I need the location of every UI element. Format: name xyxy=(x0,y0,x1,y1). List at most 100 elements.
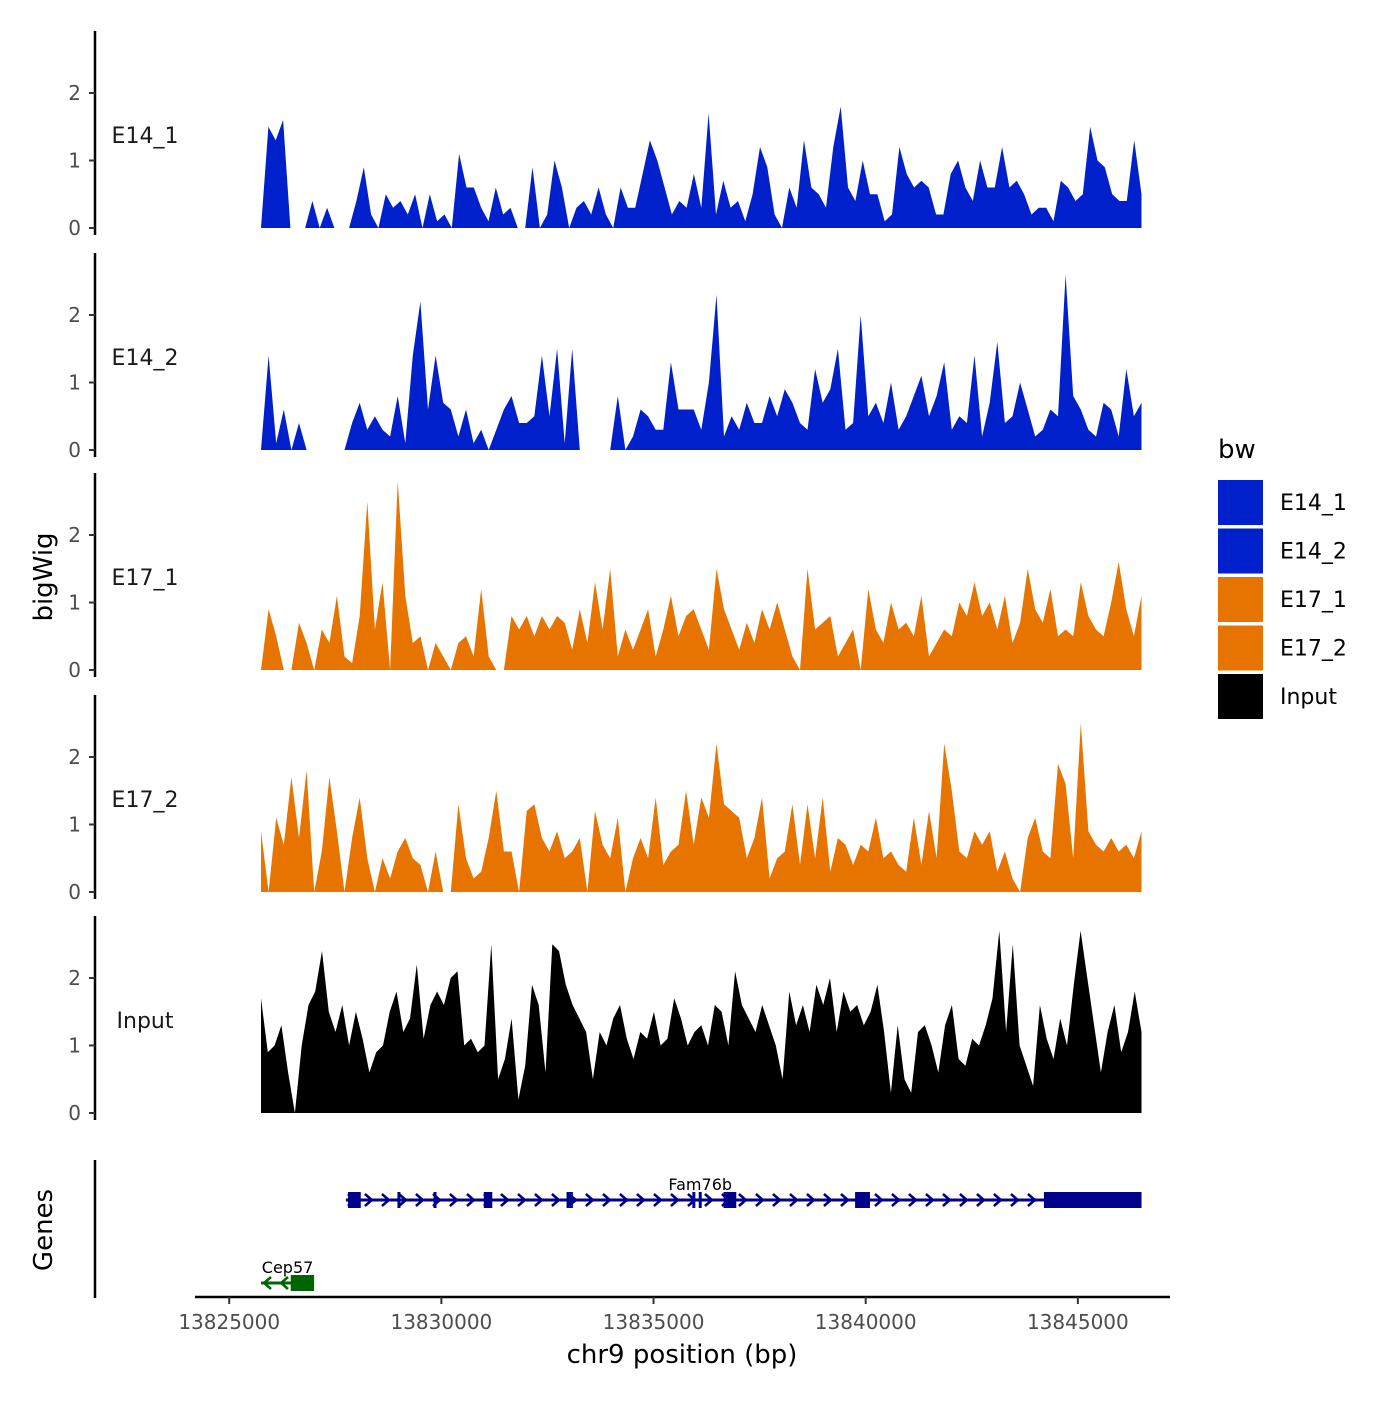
y-tick-label: 2 xyxy=(68,303,81,327)
gene-label: Fam76b xyxy=(668,1175,732,1194)
legend-label: E14_2 xyxy=(1280,540,1347,565)
track-label: E17_1 xyxy=(112,566,179,591)
strand-arrow xyxy=(942,1193,952,1207)
track-e17-1: 0 1 2 E17_1 xyxy=(68,473,1142,682)
strand-arrow xyxy=(466,1193,476,1207)
gene-exon xyxy=(348,1192,361,1208)
gene-small-exon xyxy=(397,1192,401,1208)
signal-area-e17-1 xyxy=(261,481,1142,670)
y-tick-label: 0 xyxy=(68,658,81,682)
x-axis: 13825000 13830000 13835000 13840000 13845000 xyxy=(178,1295,1170,1334)
strand-arrow xyxy=(840,1193,850,1207)
strand-arrow xyxy=(1027,1193,1037,1207)
strand-arrow xyxy=(755,1193,765,1207)
x-tick-label: 13845000 xyxy=(1027,1310,1129,1334)
gene-label: Cep57 xyxy=(262,1258,314,1277)
legend-label: E17_2 xyxy=(1280,637,1347,662)
y-tick-label: 2 xyxy=(68,81,81,105)
strand-arrow xyxy=(619,1193,629,1207)
strand-arrow xyxy=(823,1193,833,1207)
x-tick-label: 13840000 xyxy=(815,1310,917,1334)
gene-small-exon xyxy=(698,1192,702,1208)
strand-arrow xyxy=(874,1193,884,1207)
gene-exon xyxy=(855,1192,870,1208)
legend-label: E17_1 xyxy=(1280,588,1347,613)
strand-arrow xyxy=(925,1193,935,1207)
legend-swatch xyxy=(1218,577,1263,622)
strand-arrow xyxy=(449,1193,459,1207)
gene-exon xyxy=(290,1275,315,1291)
strand-arrow xyxy=(772,1193,782,1207)
y-tick-label: 2 xyxy=(68,523,81,547)
track-label: E17_2 xyxy=(112,788,179,813)
y-axis-title: bigWig xyxy=(29,532,59,621)
legend-swatch xyxy=(1218,674,1263,719)
x-tick-label: 13825000 xyxy=(178,1310,280,1334)
strand-arrow xyxy=(891,1193,901,1207)
strand-arrow xyxy=(279,1276,289,1290)
signal-area-input xyxy=(261,930,1142,1113)
strand-arrow xyxy=(789,1193,799,1207)
strand-arrow xyxy=(976,1193,986,1207)
strand-arrow xyxy=(364,1193,374,1207)
strand-arrow xyxy=(959,1193,969,1207)
y-tick-label: 1 xyxy=(68,813,81,837)
legend: bw E14_1 E14_2 E17_1 E17_2 Input xyxy=(1218,435,1347,719)
strand-arrow xyxy=(993,1193,1003,1207)
strand-arrow xyxy=(534,1193,544,1207)
strand-arrow xyxy=(398,1193,408,1207)
x-tick-label: 13830000 xyxy=(390,1310,492,1334)
signal-area-e17-2 xyxy=(261,723,1142,892)
gene-exon xyxy=(1043,1192,1142,1208)
y-tick-label: 1 xyxy=(68,149,81,173)
legend-swatch xyxy=(1218,480,1263,525)
y-tick-label: 2 xyxy=(68,745,81,769)
track-label: E14_1 xyxy=(112,124,179,149)
gene-cep57: Cep57 xyxy=(261,1258,315,1291)
strand-arrow xyxy=(262,1276,272,1290)
strand-arrow xyxy=(738,1193,748,1207)
strand-arrow xyxy=(500,1193,510,1207)
y-tick-label: 1 xyxy=(68,371,81,395)
track-e14-1: 0 1 2 E14_1 xyxy=(68,31,1142,240)
legend-label: E14_1 xyxy=(1280,491,1347,516)
track-e17-2: 0 1 2 E17_2 xyxy=(68,695,1142,904)
strand-arrow xyxy=(517,1193,527,1207)
track-input: 0 1 2 Input xyxy=(68,916,1142,1125)
legend-swatch xyxy=(1218,528,1263,574)
y-tick-label: 0 xyxy=(68,438,81,462)
strand-arrow xyxy=(653,1193,663,1207)
y-tick-label: 0 xyxy=(68,216,81,240)
gene-small-exon xyxy=(692,1192,696,1208)
y-tick-label: 0 xyxy=(68,880,81,904)
y-tick-label: 0 xyxy=(68,1101,81,1125)
strand-arrow xyxy=(670,1193,680,1207)
y-tick-label: 1 xyxy=(68,1034,81,1058)
gene-exon xyxy=(483,1192,493,1208)
strand-arrow xyxy=(381,1193,391,1207)
gene-panel: Fam76b Cep57 xyxy=(93,1160,1142,1298)
legend-swatch xyxy=(1218,625,1263,671)
legend-title: bw xyxy=(1218,435,1256,465)
strand-arrow xyxy=(585,1193,595,1207)
gene-small-exon xyxy=(433,1192,437,1208)
track-label: E14_2 xyxy=(112,346,179,371)
strand-arrow xyxy=(551,1193,561,1207)
track-label: Input xyxy=(117,1009,174,1034)
legend-label: Input xyxy=(1280,685,1337,710)
strand-arrow xyxy=(1010,1193,1020,1207)
x-tick-label: 13835000 xyxy=(603,1310,705,1334)
signal-tracks: 0 1 2 E14_1 0 1 2 E14_2 0 1 2 E17_1 0 1 2 E17_2 0 1 2 Input xyxy=(68,31,1142,1125)
y-tick-label: 2 xyxy=(68,966,81,990)
strand-arrow xyxy=(602,1193,612,1207)
strand-arrow xyxy=(806,1193,816,1207)
signal-area-e14-2 xyxy=(261,274,1142,450)
y-tick-label: 1 xyxy=(68,591,81,615)
x-axis-title: chr9 position (bp) xyxy=(567,1340,798,1370)
strand-arrow xyxy=(636,1193,646,1207)
gene-fam76b: Fam76b xyxy=(345,1175,1142,1208)
gene-panel-title: Genes xyxy=(29,1189,59,1271)
signal-area-e14-1 xyxy=(261,106,1142,228)
gene-exon xyxy=(723,1192,737,1208)
